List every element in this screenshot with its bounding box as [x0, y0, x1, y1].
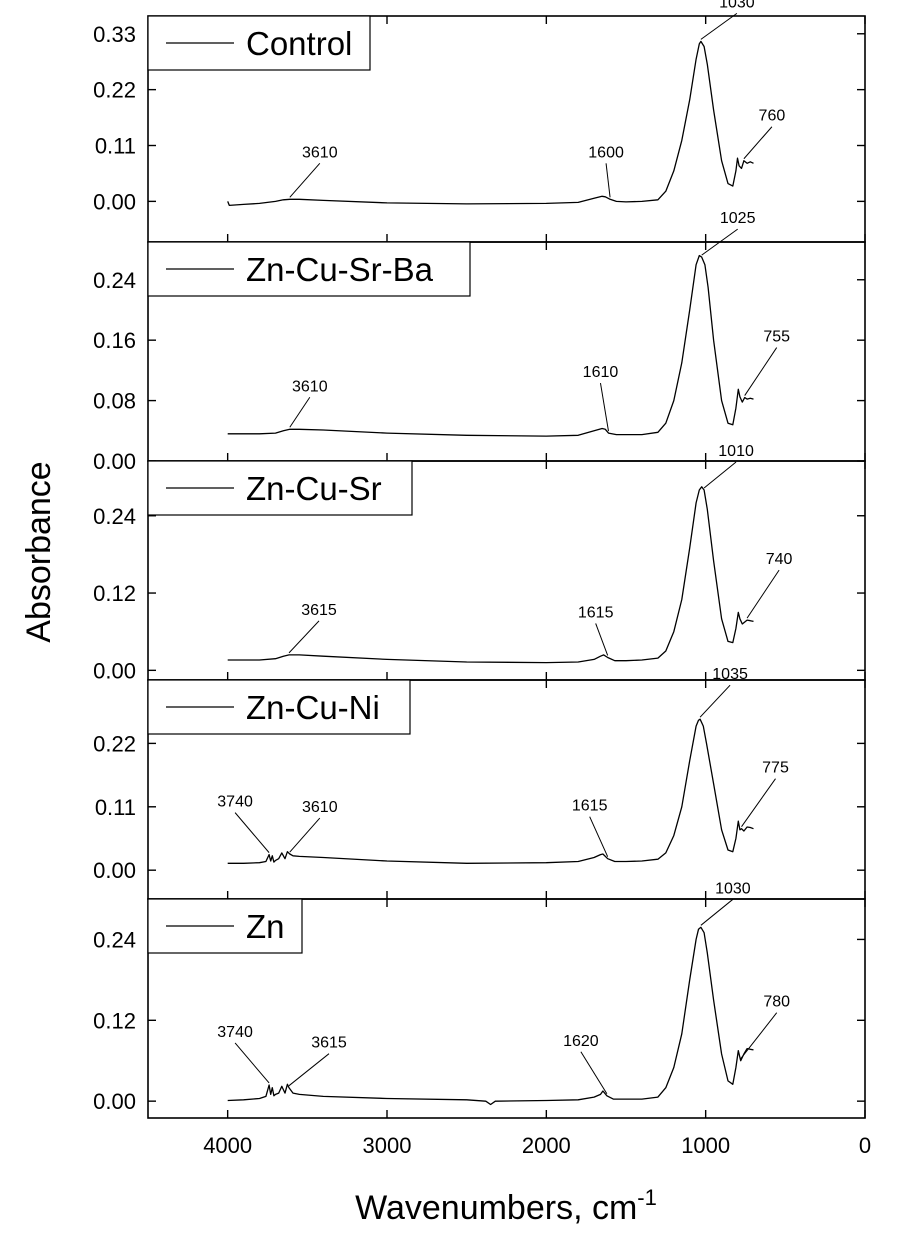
x-axis-title: Wavenumbers, cm-1 [355, 1185, 657, 1227]
annotation-leader [234, 812, 270, 853]
annotation-leader [589, 816, 609, 857]
annotation-label: 3740 [217, 794, 253, 811]
annotation-leader [289, 817, 321, 853]
y-tick-label: 0.12 [93, 1008, 136, 1033]
annotation-label: 3610 [302, 144, 338, 161]
annotation-leader [599, 382, 609, 432]
annotation-leader [700, 898, 734, 926]
x-tick-label: 2000 [522, 1133, 571, 1158]
annotation-label: 1025 [720, 210, 756, 227]
annotation-leader [743, 126, 773, 160]
annotation-label: 775 [762, 760, 789, 777]
annotation-leader [700, 12, 738, 40]
y-tick-label: 0.00 [93, 449, 136, 474]
panel-control: 0.33 0.22 0.11 0.00 3610 1600 1030 760 Control [93, 0, 866, 243]
panel-zn-cu-sr-ba: 0.24 0.16 0.08 0.00 3610 1610 1025 755 Zn-Cu-Sr-… [93, 210, 866, 474]
x-tick-label: 0 [859, 1133, 871, 1158]
legend-label: Zn-Cu-Sr-Ba [246, 251, 434, 288]
annotation-leader [288, 1053, 330, 1087]
panel-zn-cu-ni: 0.22 0.11 0.00 3740 3610 1615 1035 775 Zn-Cu-Ni [93, 666, 866, 900]
panel-frame [147, 898, 866, 1119]
annotation-label: 1610 [583, 364, 619, 381]
annotation-label: 1030 [719, 0, 755, 11]
annotation-leader [289, 397, 311, 428]
annotation-label: 1010 [718, 443, 754, 460]
legend-label: Zn-Cu-Sr [246, 470, 382, 507]
annotation-leader [595, 623, 609, 656]
annotation-leader [289, 163, 321, 198]
annotation-leader [605, 163, 611, 198]
panel-zn: 0.24 0.12 0.00 3740 3615 1620 1030 780 Zn [93, 880, 866, 1119]
spectrum-line [227, 40, 754, 207]
annotation-label: 3610 [302, 799, 338, 816]
annotation-label: 1030 [715, 880, 751, 897]
annotation-label: 1620 [563, 1033, 599, 1050]
x-tick-label: 1000 [681, 1133, 730, 1158]
y-tick-label: 0.00 [93, 1089, 136, 1114]
annotation-leader [744, 347, 778, 396]
annotation-leader [703, 461, 737, 489]
annotation-leader [741, 778, 776, 827]
annotation-leader [580, 1051, 608, 1095]
annotation-label: 780 [763, 994, 790, 1011]
x-tick-label: 3000 [363, 1133, 412, 1158]
x-axis-title-main: Wavenumbers, cm [355, 1189, 637, 1227]
y-tick-label: 0.11 [95, 795, 136, 820]
annotation-label: 740 [766, 551, 793, 568]
spectrum-line [227, 486, 754, 664]
x-tick-label: 4000 [203, 1133, 252, 1158]
y-tick-label: 0.22 [93, 78, 136, 103]
y-tick-label: 0.24 [93, 268, 136, 293]
annotation-leader [288, 620, 320, 654]
annotation-leader [234, 1042, 270, 1084]
annotation-label: 1600 [588, 144, 624, 161]
legend-label: Zn-Cu-Ni [246, 689, 380, 726]
y-tick-label: 0.16 [93, 328, 136, 353]
annotation-leader [740, 1012, 778, 1060]
annotation-label: 3610 [292, 378, 328, 395]
annotation-label: 3740 [217, 1024, 253, 1041]
y-tick-label: 0.00 [93, 658, 136, 683]
annotation-leader [701, 228, 738, 256]
y-axis-title: Absorbance [20, 461, 58, 642]
y-tick-label: 0.24 [93, 927, 136, 952]
y-tick-label: 0.00 [93, 858, 136, 883]
annotation-label: 1615 [578, 604, 614, 621]
annotation-leader [746, 569, 780, 619]
y-tick-label: 0.12 [93, 581, 136, 606]
legend-label: Control [246, 25, 352, 62]
y-tick-label: 0.00 [93, 189, 136, 214]
annotation-label: 1615 [572, 798, 608, 815]
y-tick-label: 0.22 [93, 731, 136, 756]
y-tick-label: 0.11 [95, 134, 136, 159]
annotation-label: 1035 [712, 666, 748, 683]
legend-label: Zn [246, 908, 285, 945]
x-axis-title-superscript: -1 [637, 1185, 657, 1210]
spectrum-line [227, 254, 754, 437]
spectrum-line [227, 926, 754, 1106]
spectrum-line [227, 718, 754, 864]
y-tick-label: 0.33 [93, 22, 136, 47]
annotation-label: 3615 [311, 1035, 347, 1052]
y-tick-label: 0.08 [93, 389, 136, 414]
annotation-label: 755 [763, 329, 790, 346]
annotation-leader [699, 684, 731, 718]
annotation-label: 3615 [301, 602, 337, 619]
y-tick-label: 0.24 [93, 504, 136, 529]
panel-zn-cu-sr: 0.24 0.12 0.00 3615 1615 1010 740 Zn-Cu-Sr [93, 443, 866, 683]
annotation-label: 760 [759, 108, 786, 125]
